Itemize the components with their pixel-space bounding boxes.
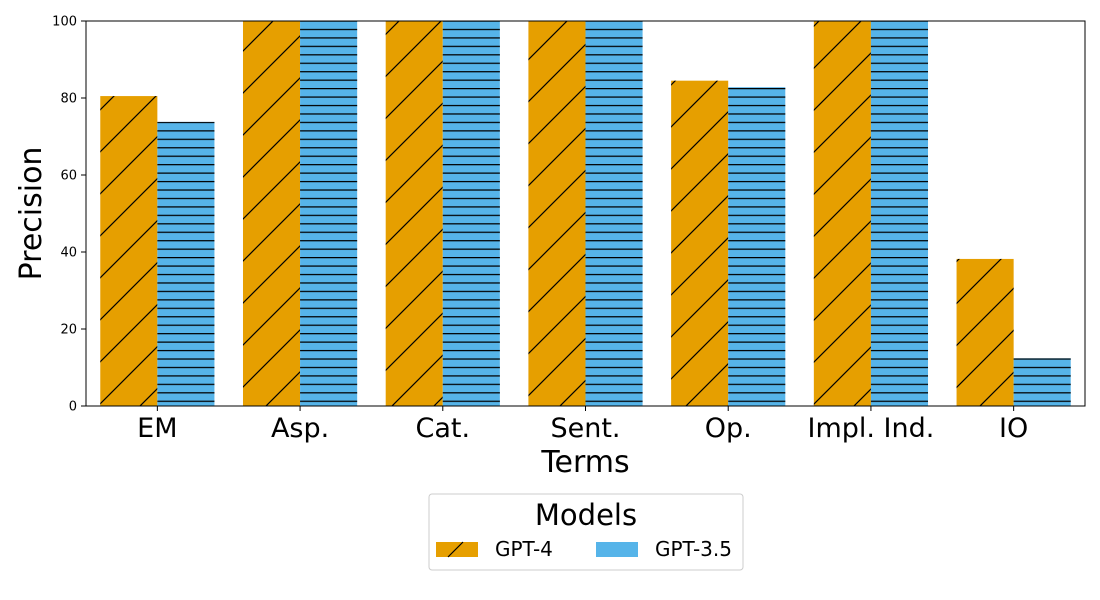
- bar-hatch: [813, 21, 871, 406]
- x-axis-title: Terms: [540, 445, 629, 480]
- legend-items: GPT-4 GPT-3.5: [436, 537, 732, 561]
- bar-gpt-4-impl-ind: [813, 21, 871, 406]
- legend-swatch: [436, 542, 478, 557]
- bar-hatch: [300, 21, 358, 406]
- bar-gpt-4-io: [956, 258, 1014, 406]
- bar-hatch: [242, 21, 301, 406]
- bar-gpt-4-sent: [528, 21, 586, 406]
- legend-frame: [428, 493, 744, 571]
- bar-hatch: [100, 96, 158, 406]
- bar-hatch: [157, 121, 215, 407]
- bar-gpt-3-5-sent: [585, 21, 643, 406]
- y-tick-label: 60: [60, 169, 77, 184]
- legend-label: GPT-3.5: [655, 537, 732, 561]
- y-tick-label: 80: [60, 92, 77, 107]
- bar-gpt-3-5-asp: [300, 21, 358, 406]
- legend-item-gpt-3-5: GPT-3.5: [596, 537, 732, 561]
- bar-gpt-3-5-op: [728, 87, 786, 406]
- legend-swatch: [596, 542, 638, 557]
- x-tick-label: Sent.: [550, 413, 620, 444]
- x-tick-label: Impl. Ind.: [807, 413, 934, 444]
- legend-swatch-hatch: [447, 541, 464, 558]
- bar-gpt-3-5-cat: [442, 21, 500, 406]
- y-axis: 0 20 40 60 80 100: [52, 15, 86, 415]
- bar-gpt-3-5-impl-ind: [870, 21, 929, 406]
- legend-title: Models: [535, 498, 637, 532]
- bar-gpt-4-op: [671, 80, 729, 407]
- x-tick-label: Cat.: [415, 413, 470, 444]
- bars-group: [100, 21, 1071, 407]
- y-tick-label: 40: [60, 246, 77, 261]
- legend-item-gpt-4: GPT-4: [436, 537, 553, 561]
- bar-hatch: [728, 87, 786, 406]
- bar-hatch: [671, 80, 729, 407]
- bar-gpt-4-asp: [242, 21, 301, 406]
- legend: Models GPT-4 GPT-3.5: [428, 493, 744, 571]
- bar-gpt-4-em: [100, 96, 158, 406]
- legend-label: GPT-4: [495, 537, 553, 561]
- bar-gpt-3-5-io: [1013, 358, 1071, 406]
- y-tick-label: 100: [52, 15, 77, 30]
- bar-hatch: [528, 21, 586, 406]
- x-tick-label: Op.: [705, 413, 752, 444]
- x-tick-label: EM: [137, 413, 177, 444]
- y-tick-label: 0: [69, 400, 77, 415]
- x-tick-label: IO: [999, 413, 1028, 444]
- bar-gpt-3-5-em: [157, 121, 215, 407]
- x-tick-label: Asp.: [271, 413, 329, 444]
- bar-hatch: [385, 21, 443, 406]
- x-axis: EM Asp. Cat. Sent. Op. Impl. Ind. IO: [137, 406, 1028, 444]
- bar-hatch: [870, 21, 929, 406]
- bar-hatch: [956, 258, 1014, 406]
- bar-hatch: [585, 21, 643, 406]
- bar-hatch: [1013, 358, 1071, 406]
- y-tick-label: 20: [60, 323, 77, 338]
- bar-gpt-4-cat: [385, 21, 443, 406]
- y-axis-title: Precision: [14, 147, 49, 281]
- bar-hatch: [442, 21, 500, 406]
